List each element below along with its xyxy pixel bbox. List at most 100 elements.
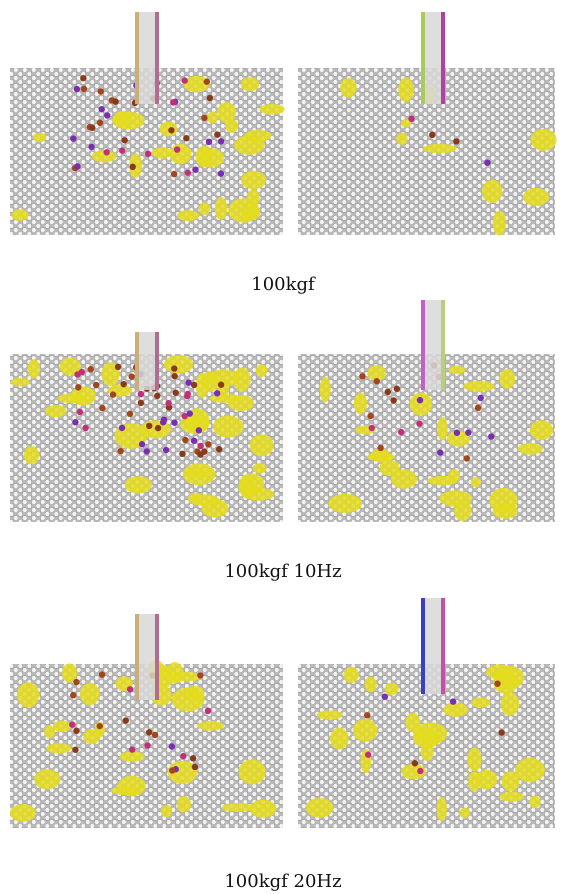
yellow-cluster [80, 683, 100, 705]
yellow-cluster [413, 728, 441, 748]
yellow-cluster [242, 488, 275, 501]
particle [112, 98, 118, 104]
particle [488, 433, 494, 439]
particle [171, 171, 177, 177]
particle [146, 729, 152, 735]
yellow-cluster [222, 803, 254, 812]
yellow-cluster [215, 197, 228, 220]
particle [207, 95, 213, 101]
caption: 100kgf 10Hz [224, 561, 341, 582]
particle [192, 167, 198, 173]
particle [218, 138, 224, 144]
figure: 100kgf 100kgf 10Hz 100kgf 20Hz [0, 0, 565, 894]
yellow-cluster [364, 677, 376, 693]
yellow-cluster [253, 463, 267, 473]
particle [97, 723, 103, 729]
particle [77, 409, 83, 415]
yellow-cluster [343, 667, 358, 683]
pile-wall [155, 614, 159, 700]
particle [127, 686, 133, 692]
particle [190, 755, 196, 761]
yellow-cluster [196, 373, 209, 398]
particle [169, 767, 175, 773]
pile-wall [441, 598, 445, 694]
particle [88, 144, 94, 150]
pile-wall [441, 300, 445, 390]
particle [69, 721, 75, 727]
yellow-cluster [197, 721, 224, 731]
particle [160, 419, 166, 425]
yellow-cluster [119, 751, 144, 761]
particle [99, 106, 105, 112]
particle [197, 672, 203, 678]
simulation-panel [298, 300, 555, 522]
particle [205, 441, 211, 447]
particle [171, 419, 177, 425]
particle [104, 112, 110, 118]
particle [98, 88, 104, 94]
particle [494, 680, 500, 686]
yellow-cluster [529, 795, 540, 808]
particle [99, 671, 105, 677]
particle [144, 742, 150, 748]
particle [146, 423, 152, 429]
particle [374, 378, 380, 384]
yellow-cluster [482, 180, 502, 203]
yellow-cluster [161, 805, 172, 817]
particle [171, 373, 177, 379]
yellow-cluster [244, 130, 271, 143]
particle [205, 708, 211, 714]
particle [138, 391, 144, 397]
yellow-cluster [459, 808, 470, 818]
pile-wall [441, 12, 445, 104]
yellow-cluster [213, 415, 244, 437]
particle [398, 429, 404, 435]
yellow-cluster [113, 111, 132, 127]
yellow-cluster [71, 386, 96, 405]
particle [73, 728, 79, 734]
particle [180, 753, 186, 759]
particle [408, 116, 414, 122]
yellow-cluster [423, 144, 457, 153]
particle [498, 729, 504, 735]
particle [80, 75, 86, 81]
yellow-cluster [518, 443, 543, 455]
particle [174, 146, 180, 152]
particle [454, 430, 460, 436]
yellow-cluster [439, 490, 472, 506]
particle [115, 364, 121, 370]
yellow-cluster [185, 686, 204, 702]
yellow-cluster [317, 710, 343, 719]
particle [182, 437, 188, 443]
particle [390, 397, 396, 403]
simulation-panel [10, 12, 285, 235]
simulation-panel [10, 332, 283, 522]
yellow-cluster [199, 202, 210, 215]
particle [81, 86, 87, 92]
particle [73, 679, 79, 685]
simulation-panel [10, 614, 283, 828]
yellow-cluster [530, 129, 556, 151]
particle [82, 425, 88, 431]
particle [138, 400, 144, 406]
pile-wall [135, 332, 139, 390]
yellow-cluster [45, 405, 67, 417]
particle [185, 379, 191, 385]
yellow-cluster [328, 494, 362, 513]
yellow-cluster [83, 729, 100, 744]
yellow-cluster [228, 198, 259, 222]
particle [121, 137, 127, 143]
particle [179, 451, 185, 457]
particle [185, 170, 191, 176]
particle [412, 760, 418, 766]
yellow-cluster [11, 378, 31, 386]
pile-wall [421, 598, 425, 694]
particle [70, 692, 76, 698]
pile-wall [421, 12, 425, 104]
yellow-cluster [353, 719, 378, 742]
particle [191, 382, 197, 388]
particle [364, 712, 370, 718]
particle [181, 77, 187, 83]
yellow-cluster [177, 210, 199, 221]
yellow-cluster [463, 381, 494, 392]
